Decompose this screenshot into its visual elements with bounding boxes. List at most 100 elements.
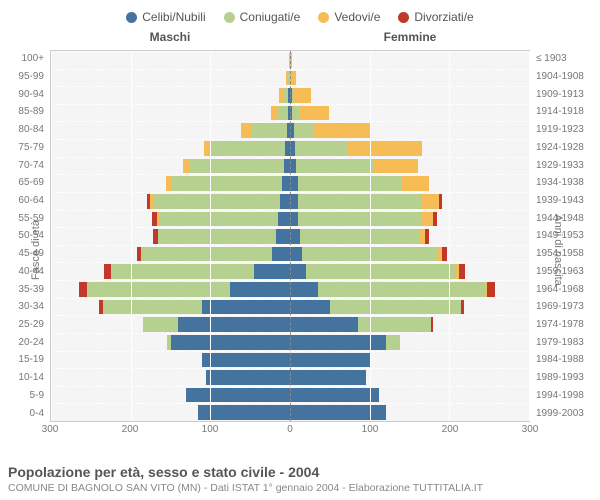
segment-single <box>272 247 290 262</box>
age-label: 20-24 <box>0 333 48 351</box>
birth-label: 1939-1943 <box>536 192 600 210</box>
legend-swatch <box>224 12 235 23</box>
segment-single <box>290 335 386 350</box>
birth-label: 1959-1963 <box>536 263 600 281</box>
male-bar <box>51 88 290 103</box>
legend-item: Vedovi/e <box>318 10 380 24</box>
segment-divorced <box>461 300 464 315</box>
segment-divorced <box>439 194 442 209</box>
birth-label: 1909-1913 <box>536 85 600 103</box>
male-bar <box>51 317 290 332</box>
segment-widowed <box>347 141 423 156</box>
male-bar <box>51 335 290 350</box>
segment-divorced <box>79 282 87 297</box>
segment-single <box>290 264 306 279</box>
birth-label: 1989-1993 <box>536 369 600 387</box>
side-titles: Maschi Femmine <box>0 30 600 44</box>
female-bar <box>290 229 529 244</box>
segment-widowed <box>293 88 311 103</box>
birth-year-labels: 1999-20031994-19981989-19931984-19881979… <box>532 50 600 422</box>
age-label: 35-39 <box>0 280 48 298</box>
female-bar <box>290 247 529 262</box>
segment-single <box>290 388 379 403</box>
female-bar <box>290 106 529 121</box>
segment-married <box>277 106 288 121</box>
segment-single <box>254 264 290 279</box>
female-bar <box>290 370 529 385</box>
age-label: 75-79 <box>0 139 48 157</box>
birth-label: 1914-1918 <box>536 103 600 121</box>
female-bar <box>290 282 529 297</box>
birth-label: 1974-1978 <box>536 316 600 334</box>
legend-item: Divorziati/e <box>398 10 473 24</box>
chart-title: Popolazione per età, sesso e stato civil… <box>8 464 592 480</box>
x-tick: 300 <box>522 424 539 435</box>
age-label: 95-99 <box>0 68 48 86</box>
male-bar <box>51 53 290 68</box>
age-labels: 0-45-910-1415-1920-2425-2930-3435-3940-4… <box>0 50 48 422</box>
female-bar <box>290 264 529 279</box>
age-label: 70-74 <box>0 156 48 174</box>
segment-married <box>306 264 456 279</box>
x-tick: 0 <box>287 424 293 435</box>
segment-single <box>206 370 290 385</box>
segment-married <box>295 141 347 156</box>
female-bar <box>290 159 529 174</box>
segment-married <box>159 212 279 227</box>
segment-married <box>143 317 179 332</box>
male-bar <box>51 106 290 121</box>
female-bar <box>290 53 529 68</box>
segment-married <box>318 282 485 297</box>
birth-label: 1984-1988 <box>536 351 600 369</box>
x-tick: 100 <box>202 424 219 435</box>
legend-label: Coniugati/e <box>240 10 301 24</box>
legend-item: Celibi/Nubili <box>126 10 205 24</box>
birth-label: ≤ 1903 <box>536 50 600 68</box>
male-title: Maschi <box>50 30 290 44</box>
population-pyramid-chart: Celibi/Nubili Coniugati/e Vedovi/e Divorzia… <box>0 0 600 500</box>
grid-line <box>51 51 52 421</box>
grid-line <box>529 51 530 421</box>
segment-divorced <box>431 317 433 332</box>
x-tick: 300 <box>42 424 59 435</box>
age-label: 55-59 <box>0 209 48 227</box>
birth-label: 1979-1983 <box>536 333 600 351</box>
segment-single <box>276 229 290 244</box>
segment-married <box>251 123 287 138</box>
segment-married <box>141 247 272 262</box>
male-bar <box>51 123 290 138</box>
male-bar <box>51 194 290 209</box>
male-bar <box>51 370 290 385</box>
segment-single <box>280 194 290 209</box>
age-label: 10-14 <box>0 369 48 387</box>
birth-label: 1999-2003 <box>536 404 600 422</box>
segment-married <box>190 159 284 174</box>
birth-label: 1969-1973 <box>536 298 600 316</box>
segment-divorced <box>487 282 495 297</box>
segment-single <box>178 317 290 332</box>
x-axis: 3002001000100200300 <box>50 424 530 438</box>
segment-single <box>186 388 290 403</box>
legend: Celibi/Nubili Coniugati/e Vedovi/e Divorzia… <box>0 0 600 30</box>
male-bar <box>51 71 290 86</box>
male-bar <box>51 300 290 315</box>
segment-married <box>298 194 421 209</box>
age-label: 25-29 <box>0 316 48 334</box>
grid-line <box>449 51 450 421</box>
male-bar <box>51 141 290 156</box>
female-bar <box>290 88 529 103</box>
male-bar <box>51 229 290 244</box>
segment-widowed <box>402 176 430 191</box>
birth-label: 1934-1938 <box>536 174 600 192</box>
female-title: Femmine <box>290 30 530 44</box>
x-tick: 200 <box>442 424 459 435</box>
segment-single <box>290 194 298 209</box>
segment-married <box>171 176 283 191</box>
female-bar <box>290 388 529 403</box>
segment-widowed <box>421 212 432 227</box>
segment-widowed <box>374 159 418 174</box>
segment-married <box>294 123 314 138</box>
segment-single <box>290 317 358 332</box>
female-bar <box>290 71 529 86</box>
age-label: 15-19 <box>0 351 48 369</box>
